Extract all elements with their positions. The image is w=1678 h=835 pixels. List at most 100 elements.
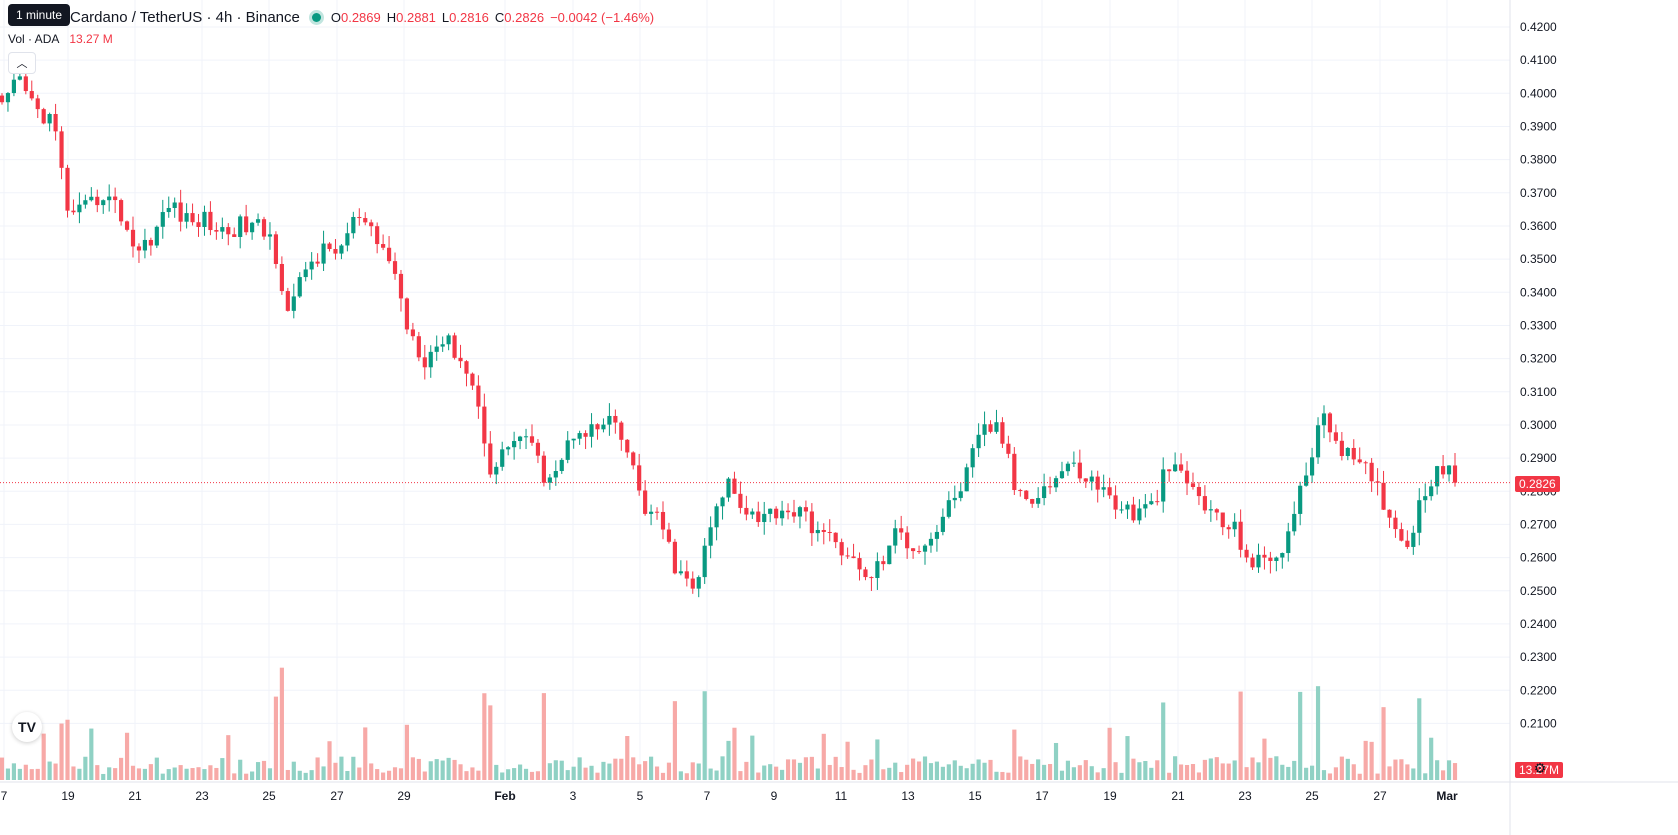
volume-bar [1315, 686, 1321, 780]
candle-body [637, 465, 642, 491]
candle-body [881, 561, 886, 565]
tradingview-logo-icon[interactable]: TV [12, 712, 42, 742]
x-tick-label: 15 [968, 789, 982, 803]
candle-body [1327, 413, 1333, 433]
volume-bar [142, 768, 148, 780]
candle-body [124, 221, 130, 230]
volume-bar [148, 764, 153, 780]
volume-bar [59, 723, 64, 780]
candle-body [851, 556, 856, 559]
volume-bar [47, 761, 52, 780]
x-tick-label: 29 [397, 789, 411, 803]
candle-body [196, 222, 201, 227]
volume-bar [845, 741, 850, 780]
volume-bar [899, 772, 904, 780]
x-tick-label: Feb [494, 789, 515, 803]
candle-body [315, 261, 320, 264]
x-tick-label: 19 [61, 789, 75, 803]
volume-bar [1006, 772, 1011, 780]
volume-bar [1423, 773, 1428, 780]
candle-body [1292, 513, 1297, 532]
volume-bar [1012, 729, 1017, 780]
volume-legend[interactable]: Vol · ADA 13.27 M [8, 32, 113, 46]
volume-bar [1381, 707, 1386, 780]
volume-bar [375, 769, 380, 780]
candle-body [1280, 553, 1285, 558]
candle-body [77, 204, 82, 213]
volume-bar [434, 759, 439, 780]
candle-body [1339, 440, 1344, 457]
candle-body [553, 471, 558, 478]
candle-body [1178, 464, 1184, 471]
candle-body [875, 561, 880, 578]
candle-body [1423, 496, 1428, 501]
volume-bar [529, 771, 535, 780]
candle-body [595, 424, 600, 430]
candle-body [672, 541, 677, 574]
candle-body [136, 246, 142, 251]
candle-body [523, 436, 529, 438]
candle-body [1047, 486, 1053, 488]
gear-icon[interactable]: ⚙ [1533, 759, 1547, 776]
candle-body [1393, 517, 1398, 530]
candle-body [785, 510, 791, 513]
candle-body [1190, 483, 1196, 487]
volume-bar [809, 756, 814, 780]
volume-bar [1178, 764, 1184, 780]
candle-body [1119, 509, 1124, 511]
volume-bar [595, 772, 600, 780]
candle-body [267, 234, 273, 237]
candle-body [1375, 481, 1380, 483]
candle-body [148, 239, 153, 246]
candle-body [130, 229, 136, 247]
volume-bar [1351, 764, 1356, 780]
candle-body [1036, 498, 1041, 504]
volume-bar [1369, 741, 1374, 780]
volume-bar [238, 759, 243, 780]
candle-body [780, 510, 785, 519]
volume-bar [1167, 772, 1172, 780]
candle-body [982, 424, 987, 435]
symbol-legend[interactable]: Cardano / TetherUS · 4h · Binance O0.286… [8, 6, 654, 28]
candle-body [589, 424, 594, 437]
x-tick-label: 23 [1238, 789, 1252, 803]
y-tick-label: 0.3700 [1520, 186, 1557, 200]
volume-bar [1256, 762, 1261, 780]
candle-body [714, 506, 719, 528]
volume-bar [738, 771, 743, 780]
candle-body [1452, 465, 1458, 483]
candle-body [208, 211, 213, 231]
volume-bar [506, 769, 511, 780]
volume-bar [726, 740, 731, 780]
candle-body [309, 261, 314, 270]
volume-bar [1393, 759, 1398, 780]
collapse-legend-button[interactable]: ︿ [8, 52, 36, 74]
volume-bar [130, 765, 136, 780]
volume-bar [1286, 766, 1291, 780]
volume-bar [678, 771, 683, 780]
candle-body [964, 467, 969, 492]
candle-body [375, 226, 380, 245]
x-tick-label: 5 [637, 789, 644, 803]
volume-bar [523, 768, 529, 780]
volume-bar [1304, 767, 1309, 780]
candle-body [643, 490, 648, 514]
volume-bar [1429, 737, 1434, 780]
volume-bar [708, 768, 713, 780]
volume-bar [107, 767, 112, 780]
candle-body [678, 571, 683, 574]
candle-body [35, 98, 40, 110]
candle-body [333, 249, 338, 254]
candle-body [893, 528, 898, 546]
volume-bar [1333, 767, 1338, 780]
volume-bar [821, 733, 826, 780]
volume-bar [1214, 757, 1219, 780]
candle-body [1357, 459, 1362, 463]
candle-body [1012, 453, 1017, 490]
symbol-title: Cardano / TetherUS · 4h · Binance [70, 8, 300, 26]
candle-body [345, 233, 350, 246]
candle-body [285, 291, 290, 311]
candle-body [905, 532, 910, 549]
candle-body [327, 243, 332, 250]
